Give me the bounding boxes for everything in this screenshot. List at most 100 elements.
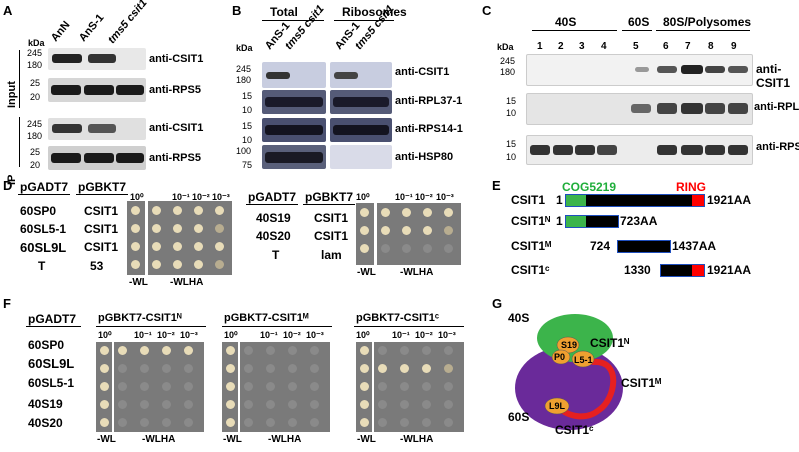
yeast-spot: [423, 226, 432, 235]
yeast-spot: [162, 346, 171, 355]
marker: 10: [242, 105, 253, 115]
yeast-spot: [444, 244, 453, 253]
plate-f3-wlha: [374, 342, 464, 432]
yeast-spot: [444, 400, 453, 409]
blot-b7: [262, 145, 326, 169]
yeast-spot: [266, 346, 275, 355]
protein-label: S19: [561, 340, 578, 350]
panel-label-e: E: [492, 178, 501, 193]
row-label: CSIT1: [84, 240, 119, 254]
media-label: -WL: [223, 434, 242, 445]
antibody-label: anti-CSIT1: [149, 53, 204, 65]
dilution: 10⁻³: [180, 330, 198, 340]
plate-title: pGBKT7-CSIT1ᴹ: [224, 312, 309, 324]
blot-b4: [330, 90, 392, 114]
row-label: 60SP0: [20, 204, 57, 218]
domain-label-ring: RING: [676, 180, 706, 194]
group-label: 80S/Polysomes: [663, 15, 752, 29]
marker: 20: [30, 92, 41, 102]
fraction-number: 7: [685, 41, 691, 52]
yeast-spot: [381, 208, 390, 217]
yeast-spot: [400, 418, 409, 427]
yeast-spot: [422, 382, 431, 391]
dilution: 10⁻³: [436, 192, 454, 202]
yeast-spot: [140, 418, 149, 427]
yeast-spot: [140, 400, 149, 409]
yeast-spot: [444, 346, 453, 355]
row-label: 40S20: [256, 229, 291, 243]
group-label: Ribosomes: [342, 5, 407, 19]
construct-name: CSIT1ᶜ: [511, 263, 550, 277]
cog5219-domain: [566, 195, 586, 206]
row-label: CSIT1: [84, 222, 119, 236]
plate-d1-wl: [127, 201, 145, 275]
panel-label-f: F: [3, 296, 11, 311]
dilution: 10⁰: [98, 330, 112, 340]
yeast-spot: [194, 260, 203, 269]
yeast-spot: [131, 242, 140, 251]
dilution: 10⁰: [224, 330, 238, 340]
dilution: 10⁻¹: [392, 330, 410, 340]
row-label: 60SP0: [28, 338, 65, 352]
marker: 180: [236, 75, 252, 85]
yeast-spot: [100, 400, 109, 409]
media-label: -WLHA: [400, 434, 434, 445]
blot-b1: [262, 62, 326, 88]
yeast-spot: [360, 208, 369, 217]
yeast-spot: [244, 400, 253, 409]
marker: 25: [30, 147, 41, 157]
construct-end: 723AA: [620, 214, 658, 228]
yeast-spot: [266, 364, 275, 373]
subunit-label: 40S: [508, 311, 530, 325]
yeast-spot: [100, 364, 109, 373]
plate-f3-wl: [356, 342, 372, 432]
yeast-spot: [162, 400, 171, 409]
yeast-spot: [310, 382, 319, 391]
marker: 25: [30, 78, 41, 88]
dilution: 10⁻³: [438, 330, 456, 340]
fraction-number: 3: [579, 41, 585, 52]
construct-start: 1330: [624, 263, 651, 277]
yeast-spot: [184, 418, 193, 427]
yeast-spot: [378, 364, 387, 373]
yeast-spot: [184, 364, 193, 373]
yeast-spot: [173, 206, 182, 215]
construct-end: 1921AA: [707, 263, 752, 277]
yeast-spot: [215, 242, 224, 251]
dilution: 10⁻²: [283, 330, 301, 340]
marker: 10: [506, 152, 517, 162]
ring-domain: [692, 195, 704, 206]
construct-end: 1921AA: [707, 193, 752, 207]
yeast-spot: [162, 418, 171, 427]
yeast-spot: [118, 382, 127, 391]
yeast-spot: [378, 418, 387, 427]
yeast-spot: [100, 346, 109, 355]
column-header: pGADT7: [248, 190, 296, 204]
lane-label: AnN: [48, 18, 73, 44]
marker: 245: [236, 64, 252, 74]
blot-b6: [330, 118, 392, 142]
blot-b5: [262, 118, 326, 142]
marker: 20: [30, 160, 41, 170]
yeast-spot: [288, 364, 297, 373]
yeast-spot: [360, 346, 369, 355]
region-label: CSIT1ᴺ: [590, 336, 630, 350]
ribosome-diagram: [515, 314, 623, 430]
yeast-spot: [226, 364, 235, 373]
row-label: 40S19: [256, 211, 291, 225]
yeast-spot: [360, 364, 369, 373]
yeast-spot: [422, 400, 431, 409]
fraction-number: 4: [601, 41, 607, 52]
yeast-spot: [162, 364, 171, 373]
marker: 245: [27, 48, 43, 58]
plate-d2-wl: [356, 203, 374, 265]
yeast-spot: [173, 242, 182, 251]
yeast-spot: [444, 226, 453, 235]
yeast-spot: [266, 418, 275, 427]
yeast-spot: [194, 242, 203, 251]
blot-a4: [48, 146, 146, 170]
row-label: T: [38, 259, 46, 273]
yeast-spot: [400, 400, 409, 409]
panel-label-a: A: [3, 3, 13, 18]
yeast-spot: [226, 382, 235, 391]
